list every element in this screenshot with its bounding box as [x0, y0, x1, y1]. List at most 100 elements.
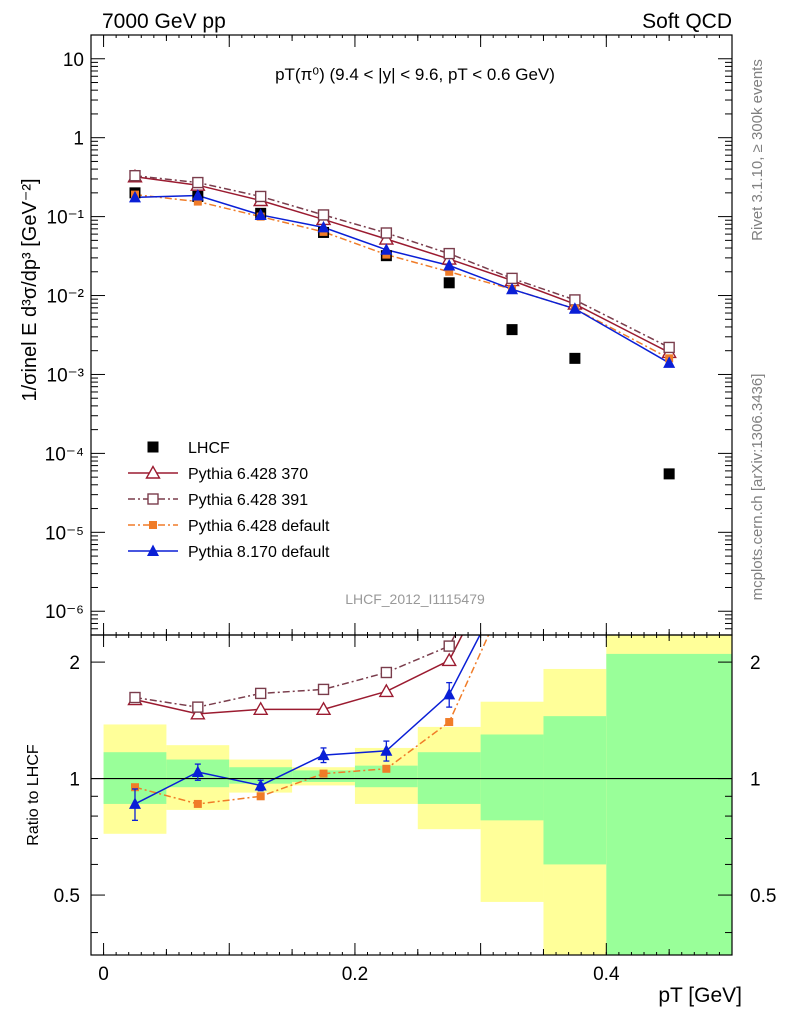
- y-tick-label-main: 10⁻⁵: [45, 523, 84, 544]
- ratio-plot-frame: [90, 634, 733, 956]
- main-point-series-2: [443, 247, 455, 260]
- main-point-series-2: [192, 176, 204, 189]
- legend-marker: [147, 441, 159, 453]
- y-tick-label-ratio: 0.5: [54, 886, 80, 907]
- main-point-series-2: [663, 341, 675, 354]
- main-point-series-4: [663, 356, 676, 368]
- ratio-point-series-1: [315, 701, 332, 716]
- y-tick-label-ratio-right: 0.5: [750, 886, 776, 907]
- main-point-series-0: [443, 277, 455, 289]
- y-axis-label-ratio: Ratio to LHCF: [25, 744, 42, 846]
- y-tick-label-main: 10⁻²: [47, 287, 85, 308]
- ratio-point-series-3: [382, 764, 391, 773]
- main-point-series-4: [254, 208, 267, 220]
- x-tick-label: 0.4: [593, 964, 620, 985]
- y-tick-label-main: 10⁻⁴: [45, 444, 84, 465]
- y-tick-label-ratio: 1: [69, 770, 80, 791]
- ratio-point-series-4: [443, 687, 456, 700]
- x-tick-label: 0: [98, 964, 109, 985]
- y-tick-label-ratio: 2: [69, 653, 80, 674]
- main-point-series-0: [506, 324, 518, 336]
- ratio-band-green: [354, 765, 418, 788]
- main-point-series-2: [380, 227, 393, 239]
- main-point-series-0: [569, 352, 581, 364]
- main-series-markers: [127, 168, 677, 480]
- ratio-point-series-2: [317, 683, 330, 696]
- legend-entry: LHCF: [188, 440, 230, 457]
- ratio-point-series-3: [319, 769, 328, 778]
- ratio-point-series-2: [192, 701, 204, 713]
- main-point-series-4: [443, 259, 456, 271]
- axis-tick-labels: 0 0.2 0.4 10 1 10⁻¹ 10⁻² 10⁻³ 10⁻⁴ 10⁻⁵ 10⁻⁶ 2 2 1 1 0.…: [45, 50, 777, 985]
- main-point-series-3: [193, 197, 202, 206]
- main-point-series-4: [191, 189, 204, 201]
- rivet-version-label: Rivet 3.1.10, ≥ 300k events: [749, 59, 766, 241]
- legend-entry: Pythia 6.428 default: [188, 518, 330, 535]
- ratio-point-series-4: [380, 744, 393, 756]
- header-left: 7000 GeV pp: [102, 10, 226, 33]
- main-point-series-4: [506, 282, 519, 295]
- ratio-point-series-4: [128, 797, 141, 809]
- main-point-series-4: [568, 302, 581, 314]
- y-tick-label-main: 10⁻¹: [47, 208, 85, 229]
- legend-marker: [147, 544, 159, 556]
- ratio-band-green: [229, 767, 293, 784]
- analysis-label: LHCF_2012_I1115479: [345, 591, 485, 607]
- ratio-point-series-3: [256, 792, 265, 801]
- ratio-band-green: [606, 653, 732, 955]
- source-label: mcplots.cern.ch [arXiv:1306.3436]: [749, 374, 766, 601]
- legend-marker: [149, 521, 157, 529]
- main-point-series-4: [317, 220, 330, 233]
- ratio-point-series-1: [441, 652, 457, 667]
- ratio-point-series-4: [317, 748, 330, 761]
- ratio-bands: [103, 635, 732, 955]
- ratio-point-series-3: [130, 783, 139, 792]
- ratio-series-markers: [127, 640, 457, 821]
- ratio-point-series-4: [254, 778, 267, 791]
- ratio-band-green: [480, 734, 544, 821]
- main-line-series-3: [134, 193, 670, 360]
- main-point-series-4: [380, 243, 393, 255]
- legend-entry: Pythia 6.428 391: [188, 492, 308, 509]
- ratio-point-series-3: [445, 718, 454, 727]
- main-point-series-2: [254, 190, 267, 203]
- legend-marker: [145, 465, 161, 479]
- y-tick-label-main: 1: [73, 129, 84, 150]
- ratio-line-series-2: [134, 635, 456, 708]
- legend-marker: [147, 493, 159, 505]
- ratio-point-series-2: [129, 691, 141, 704]
- x-axis-label: pT [GeV]: [658, 984, 742, 1007]
- y-tick-label-main: 10⁻⁶: [45, 602, 84, 623]
- main-point-series-2: [506, 272, 518, 285]
- ratio-point-series-2: [443, 640, 455, 652]
- main-point-series-2: [317, 209, 330, 221]
- main-point-series-0: [663, 468, 675, 480]
- y-tick-label-ratio-right: 1: [750, 770, 761, 791]
- x-tick-label: 0.2: [342, 964, 368, 985]
- ratio-point-series-3: [193, 799, 202, 808]
- y-tick-label-main: 10: [63, 50, 84, 71]
- main-point-series-3: [445, 267, 454, 276]
- y-tick-label-ratio-right: 2: [750, 653, 761, 674]
- ratio-point-series-4: [191, 765, 204, 777]
- ratio-point-series-1: [190, 705, 206, 720]
- main-point-series-2: [129, 169, 141, 182]
- header-right: Soft QCD: [642, 10, 732, 33]
- legend-entry: Pythia 6.428 370: [188, 466, 308, 483]
- axis-ticks: [91, 34, 733, 955]
- ratio-point-series-1: [252, 701, 269, 716]
- main-series-lines: [134, 174, 670, 364]
- main-point-series-4: [128, 190, 141, 203]
- ratio-point-series-1: [378, 683, 395, 698]
- main-line-series-4: [134, 194, 670, 364]
- y-tick-label-main: 10⁻³: [47, 365, 85, 386]
- ratio-point-series-2: [380, 666, 393, 679]
- ratio-point-series-2: [254, 687, 267, 700]
- legend-entry: Pythia 8.170 default: [188, 544, 330, 561]
- legend: LHCF Pythia 6.428 370 Pythia 6.428 391 Pyth…: [128, 440, 330, 561]
- y-axis-label-main: 1/σinel E d³σ/dp³ [GeV⁻²]: [19, 178, 41, 401]
- ratio-band-green: [543, 716, 607, 865]
- chart-title: pT(π⁰) (9.4 < |y| < 9.6, pT < 0.6 GeV): [275, 65, 555, 84]
- main-line-series-1: [134, 175, 670, 354]
